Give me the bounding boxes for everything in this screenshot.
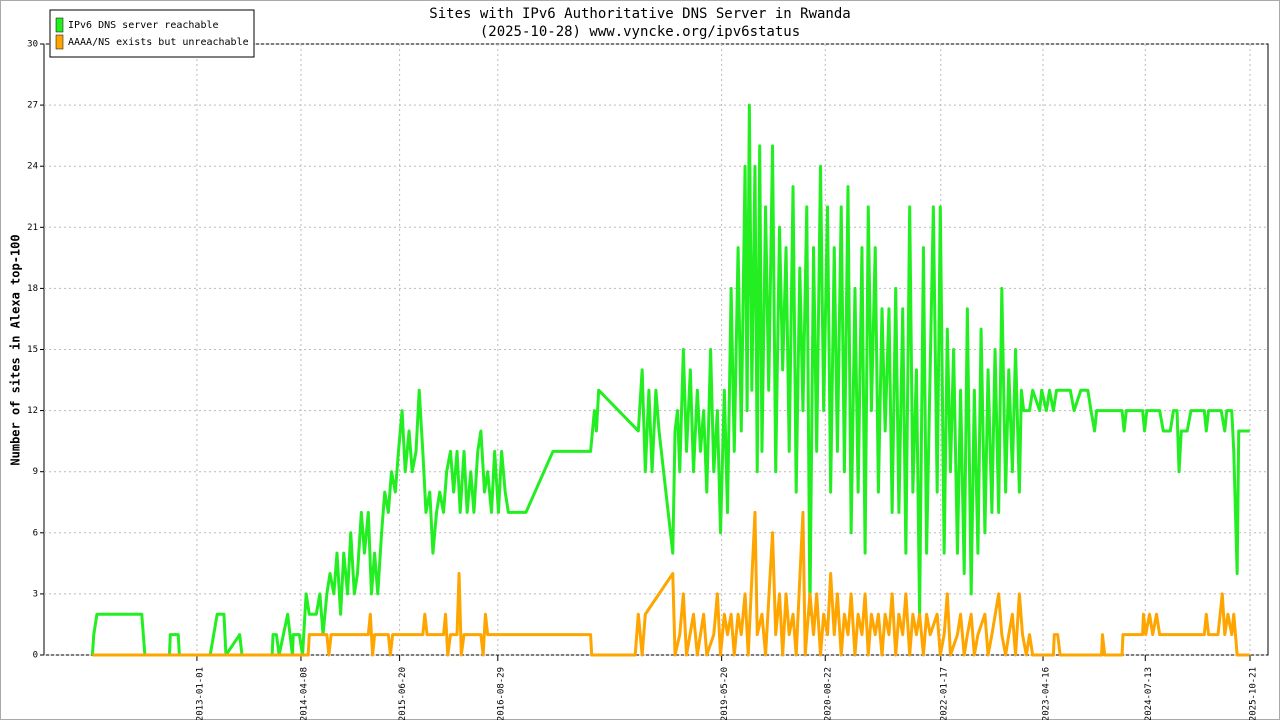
- legend-swatch: [55, 17, 64, 33]
- legend-label: IPv6 DNS server reachable: [68, 20, 219, 31]
- x-tick-label: 2015-06-20: [398, 667, 408, 720]
- y-axis-label: Number of sites in Alexa top-100: [9, 234, 23, 465]
- legend-label: AAAA/NS exists but unreachable: [68, 37, 249, 48]
- y-tick-label: 9: [33, 467, 38, 477]
- y-tick-label: 30: [27, 40, 38, 50]
- x-tick-label: 2016-08-29: [496, 667, 506, 720]
- series-line: [92, 510, 1250, 657]
- y-tick-label: 24: [27, 162, 38, 172]
- y-tick-label: 6: [33, 528, 38, 538]
- series-line: [90, 103, 1250, 657]
- chart-subtitle: (2025-10-28) www.vyncke.org/ipv6status: [480, 24, 800, 40]
- legend-swatch: [55, 34, 64, 50]
- y-tick-label: 12: [27, 406, 38, 416]
- chart-title: Sites with IPv6 Authoritative DNS Server…: [429, 6, 850, 22]
- y-tick-label: 27: [27, 101, 38, 111]
- x-tick-label: 2020-08-22: [824, 667, 834, 720]
- y-tick-label: 0: [33, 651, 38, 661]
- y-tick-label: 21: [27, 223, 38, 233]
- x-tick-label: 2022-01-17: [939, 667, 949, 720]
- x-tick-label: 2014-04-08: [299, 667, 309, 720]
- x-tick-label: 2024-07-13: [1144, 667, 1154, 720]
- legend-box: [49, 9, 255, 58]
- y-tick-label: 3: [33, 589, 38, 599]
- x-tick-label: 2013-01-01: [195, 667, 205, 720]
- y-tick-label: 18: [27, 284, 38, 294]
- x-tick-label: 2019-05-20: [720, 667, 730, 720]
- x-tick-label: 2023-04-16: [1042, 667, 1052, 720]
- y-tick-label: 15: [27, 345, 38, 355]
- x-tick-label: 2025-10-21: [1248, 667, 1258, 720]
